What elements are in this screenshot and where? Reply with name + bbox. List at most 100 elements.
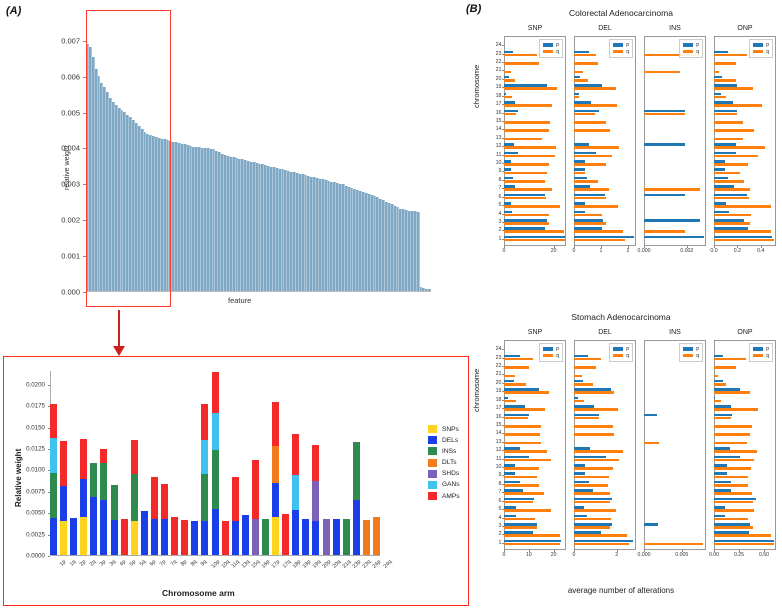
feature-bar (405, 210, 408, 291)
chromosome-row (714, 480, 776, 488)
bar-p (574, 227, 603, 230)
feature-bar (134, 122, 138, 291)
bar-q (504, 121, 550, 124)
bar-p (504, 514, 517, 518)
legend-label: p (696, 42, 699, 49)
bar-q (714, 121, 744, 124)
bar-q (574, 425, 613, 428)
feature-bar (382, 200, 385, 291)
feature-bar (109, 97, 112, 291)
bar-q (644, 441, 660, 445)
chromosome-row (714, 83, 776, 91)
chromosome-arm-bar (221, 520, 229, 555)
stack-segment-amps (211, 371, 219, 413)
bar-p (504, 168, 512, 172)
bar-p (714, 50, 729, 54)
chromosome-row (644, 193, 706, 201)
stack-segment-amps (100, 448, 108, 463)
chromosome-tick-mark (502, 78, 504, 80)
bar-p (574, 354, 588, 358)
feature-bar (91, 56, 95, 291)
x-tick-mark (627, 246, 629, 248)
bar-q (714, 62, 737, 65)
chromosome-arm-bar (171, 516, 179, 555)
subplot-title: DEL (598, 329, 612, 336)
x-tick-label: 7q (169, 559, 178, 568)
feature-bar (327, 180, 331, 291)
legend-label: DELs (442, 436, 459, 444)
chromosome-tick-mark (502, 391, 504, 393)
y-tick-mark (47, 384, 50, 386)
bar-p (504, 413, 529, 417)
bar-p (574, 92, 579, 96)
chromosome-tick-label: 21 (495, 371, 502, 378)
chromosome-row (504, 539, 566, 547)
chromosome-tick-label: 2 (498, 531, 502, 538)
bar-q (714, 450, 757, 453)
chromosome-arm-bar (130, 439, 138, 555)
bar-p (574, 109, 599, 113)
chromosome-tick-mark (502, 188, 504, 190)
chromosome-row (714, 108, 776, 116)
feature-bar (376, 197, 380, 291)
chromosome-tick-mark (502, 433, 504, 435)
chromosome-row (574, 75, 636, 83)
chromosome-row (714, 193, 776, 201)
stack-segment-amps (292, 434, 300, 475)
bar-q (504, 534, 560, 538)
bar-p (504, 176, 514, 180)
chromosome-tick-label: 9 (498, 472, 502, 479)
y-tick-label: 0.000 (61, 287, 80, 297)
bar-q (504, 188, 553, 191)
stack-segment-dels (241, 514, 249, 555)
bar-q (574, 222, 606, 225)
legend-label: p (626, 346, 629, 353)
feature-bar (244, 160, 247, 291)
stack-segment-amps (251, 460, 259, 520)
stack-segment-dels (302, 519, 310, 555)
bar-q (504, 517, 535, 521)
chromosome-tick-label: 15 (495, 117, 502, 124)
chromosome-row (644, 530, 706, 538)
bar-p (504, 497, 534, 501)
chromosome-row (574, 353, 636, 361)
stack-segment-dels (140, 511, 148, 555)
bar-q (714, 416, 731, 420)
bar-p (504, 522, 538, 526)
bar-q (574, 382, 594, 386)
bar-q (504, 137, 543, 141)
chromosome-row (714, 497, 776, 505)
stack-segment-gans (292, 474, 300, 510)
x-tick-label: 5q (139, 559, 148, 568)
feature-bar (172, 141, 176, 291)
bar-q (714, 483, 748, 487)
chromosome-tick-mark (502, 441, 504, 443)
feature-bar (353, 188, 357, 291)
chromosome-row (574, 387, 636, 395)
feature-bar (235, 158, 239, 291)
subplot-snp: SNP 1 2 3 4 5 6 7 8 9 10 11 12 13 14 15 16 17 18 19 20 21 22 23… (496, 25, 566, 268)
feature-bar (123, 112, 127, 291)
chromosome-row (504, 429, 566, 437)
bar-p (714, 413, 732, 417)
chromosome-row (574, 150, 636, 158)
legend-item: INSs (428, 447, 460, 456)
chromosome-row (714, 530, 776, 538)
feature-bar (146, 133, 150, 291)
bar-p (504, 489, 523, 492)
bar-q (504, 146, 557, 149)
feature-bar (339, 183, 342, 291)
feature-bar (203, 148, 207, 291)
legend-swatch (613, 43, 624, 47)
stack-segment-gans (201, 439, 209, 474)
stomach-y-axis-label: chromosome (472, 368, 481, 412)
feature-bar (252, 162, 256, 291)
chromosome-tick-label: 13 (495, 134, 502, 141)
stack-segment-dlts (373, 517, 380, 555)
bar-q (714, 154, 759, 158)
chromosome-arm-bar (161, 483, 169, 555)
chromosome-row (644, 49, 706, 57)
feature-bar (281, 169, 285, 291)
